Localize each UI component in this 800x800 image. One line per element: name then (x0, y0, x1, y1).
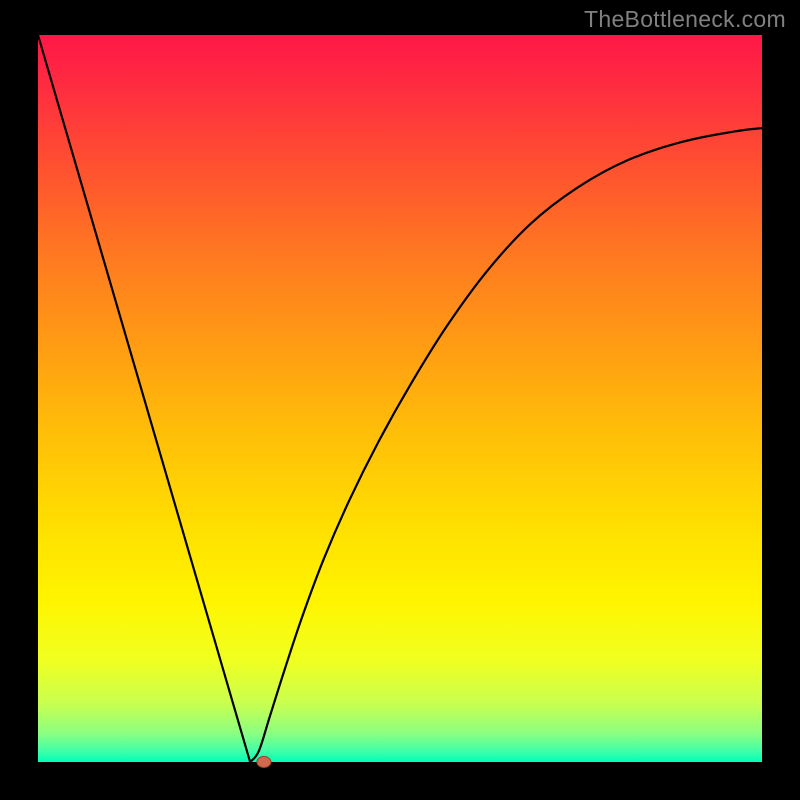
watermark-label: TheBottleneck.com (584, 6, 786, 33)
chart-plot-area (38, 35, 762, 762)
bottleneck-curve-chart (0, 0, 800, 800)
optimum-marker (257, 757, 271, 768)
chart-container: TheBottleneck.com (0, 0, 800, 800)
